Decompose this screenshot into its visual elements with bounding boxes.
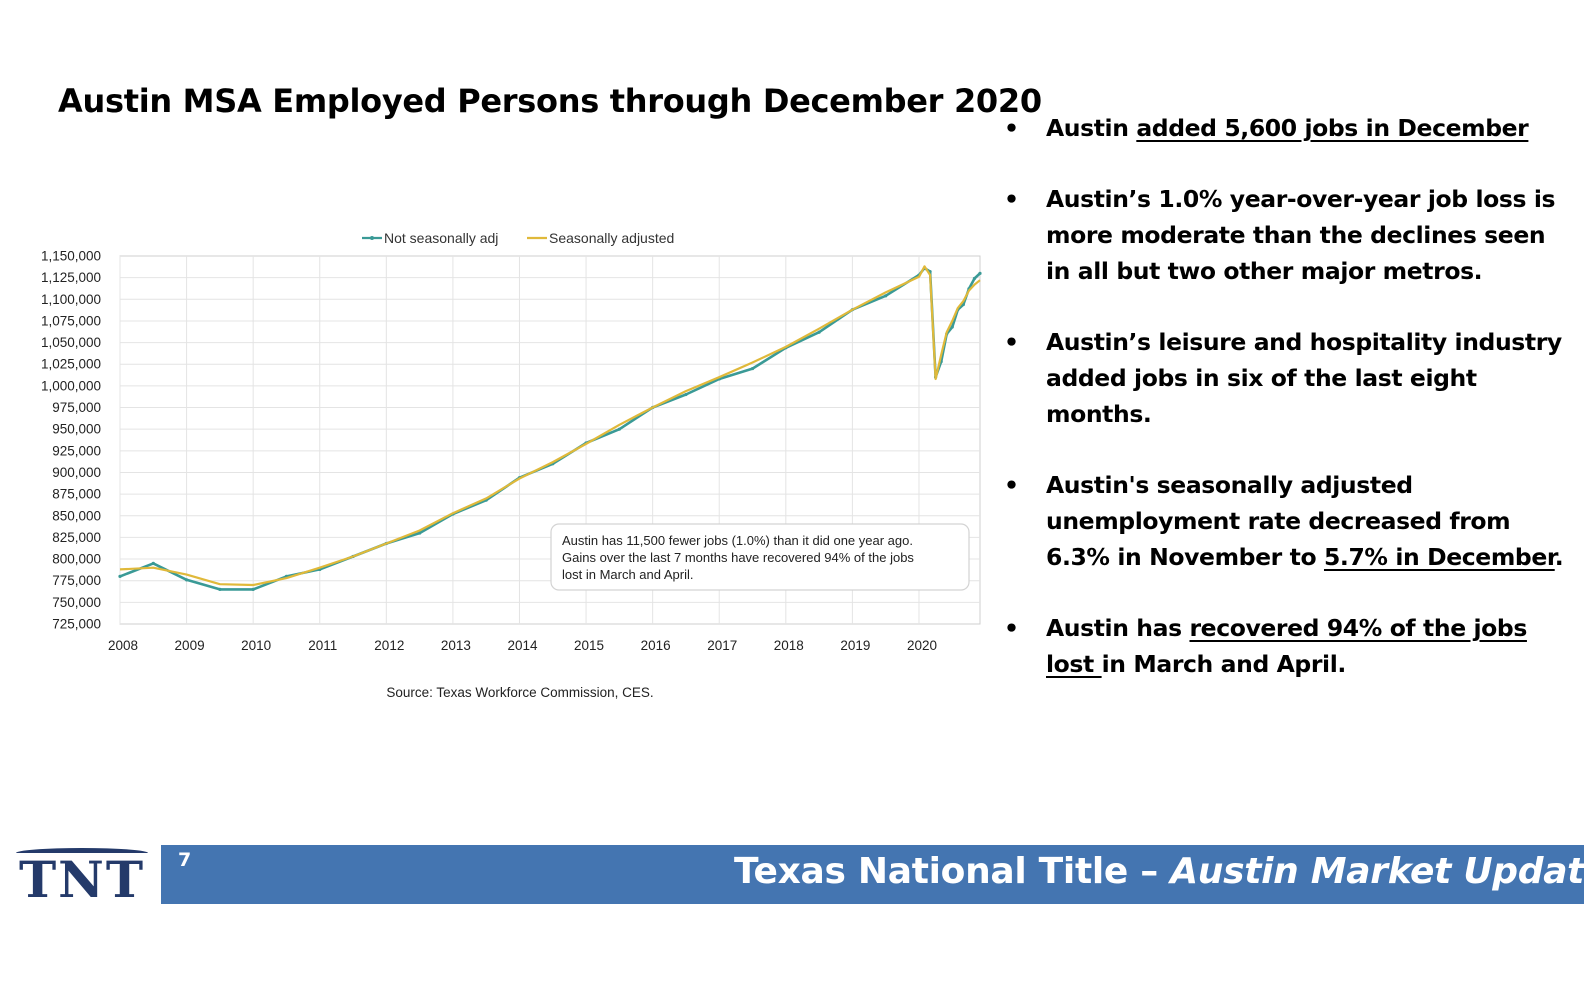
slide-title: Austin MSA Employed Persons through Dece… <box>58 82 1042 120</box>
x-tick-label: 2011 <box>308 638 337 653</box>
data-point <box>218 587 222 591</box>
bullet-text: Austin's seasonally adjusted unemploymen… <box>1046 471 1511 571</box>
legend-label: Not seasonally adj <box>384 230 498 246</box>
y-tick-label: 750,000 <box>52 595 101 610</box>
chart-gridlines <box>119 255 981 625</box>
data-point <box>972 276 977 281</box>
page-number: 7 <box>178 849 192 871</box>
logo-text: TNT <box>18 850 146 909</box>
x-tick-label: 2008 <box>108 638 138 653</box>
bullet-text: Austin has <box>1046 614 1190 642</box>
y-tick-label: 1,000,000 <box>41 378 101 393</box>
chart-annotation: Austin has 11,500 fewer jobs (1.0%) than… <box>550 523 970 591</box>
data-point <box>118 574 122 578</box>
chart-series <box>118 265 982 591</box>
y-tick-label: 1,125,000 <box>41 270 101 285</box>
bullet-item: Austin’s leisure and hospitality industr… <box>1004 324 1564 432</box>
y-tick-label: 950,000 <box>52 422 101 437</box>
chart-source: Source: Texas Workforce Commission, CES. <box>386 685 653 700</box>
legend-label: Seasonally adjusted <box>549 230 674 246</box>
bullet-text: Austin’s 1.0% year-over-year job loss is… <box>1046 185 1556 285</box>
y-tick-label: 775,000 <box>52 573 101 588</box>
data-point <box>750 366 755 371</box>
y-tick-label: 850,000 <box>52 508 101 523</box>
y-axis-tick-labels: 1,150,000 1,125,000 1,100,000 1,075,000 1,05… <box>41 249 101 632</box>
x-tick-label: 2014 <box>507 638 538 653</box>
data-point <box>184 578 189 582</box>
footer-title-main: Texas National Title – <box>734 851 1171 892</box>
x-tick-label: 2013 <box>441 638 471 653</box>
footer-title: Texas National Title – Austin Market Upd… <box>734 851 1584 892</box>
x-tick-label: 2016 <box>641 638 671 653</box>
annotation-line: Austin has 11,500 fewer jobs (1.0%) than… <box>562 533 913 548</box>
annotation-box <box>550 523 970 591</box>
tnt-logo: TNT <box>14 848 150 908</box>
bullet-list: Austin added 5,600 jobs in DecemberAusti… <box>1004 110 1564 717</box>
bullet-item: Austin's seasonally adjusted unemploymen… <box>1004 467 1564 575</box>
bullet-item: Austin has recovered 94% of the jobs los… <box>1004 610 1564 682</box>
y-tick-label: 925,000 <box>52 443 101 458</box>
annotation-line: Gains over the last 7 months have recove… <box>562 550 914 565</box>
y-tick-label: 1,050,000 <box>41 335 101 350</box>
y-tick-label: 1,100,000 <box>41 292 101 307</box>
y-tick-label: 825,000 <box>52 530 101 545</box>
y-tick-label: 800,000 <box>52 552 101 567</box>
y-tick-label: 875,000 <box>52 487 101 502</box>
x-tick-label: 2010 <box>241 638 271 653</box>
x-tick-label: 2018 <box>774 638 804 653</box>
bullet-item: Austin added 5,600 jobs in December <box>1004 110 1564 146</box>
series-line-seasonally-adjusted <box>119 265 981 587</box>
data-point <box>251 587 255 591</box>
bullet-text: . <box>1554 543 1564 571</box>
y-tick-label: 975,000 <box>52 400 101 415</box>
x-tick-label: 2015 <box>574 638 604 653</box>
y-tick-label: 1,025,000 <box>41 357 101 372</box>
bullet-text: in March and April. <box>1101 650 1347 678</box>
logo-arc <box>16 848 148 853</box>
data-point <box>884 294 888 298</box>
chart-legend: Not seasonally adj Seasonally adjusted <box>362 230 674 246</box>
data-point <box>418 531 422 535</box>
data-point <box>684 392 688 397</box>
bullet-text: Austin’s leisure and hospitality industr… <box>1046 328 1562 428</box>
footer-bar: 7 Texas National Title – Austin Market U… <box>161 845 1584 904</box>
y-tick-label: 900,000 <box>52 465 101 480</box>
x-tick-label: 2017 <box>707 638 737 653</box>
footer-title-italic: Austin Market Update <box>1170 851 1584 892</box>
bullet-text: added 5,600 jobs in December <box>1136 114 1529 142</box>
x-tick-label: 2020 <box>907 638 937 653</box>
y-tick-label: 725,000 <box>52 617 101 632</box>
employment-chart: 1,150,000 1,125,000 1,100,000 1,075,000 1,05… <box>41 230 982 700</box>
y-tick-label: 1,075,000 <box>41 313 101 328</box>
data-point <box>617 427 621 431</box>
data-point <box>817 330 821 334</box>
y-tick-label: 1,150,000 <box>41 249 101 264</box>
annotation-line: lost in March and April. <box>562 567 694 582</box>
bullet-text: Austin <box>1046 114 1137 142</box>
x-tick-label: 2019 <box>840 638 870 653</box>
x-tick-label: 2009 <box>175 638 205 653</box>
x-axis-tick-labels: 2008 2009 2010 2011 2012 2013 2014 2015 2016 2017… <box>108 638 937 653</box>
bullet-text: recovered 94% of the jobs lost <box>1046 614 1527 678</box>
x-tick-label: 2012 <box>374 638 404 653</box>
bullet-text: 5.7% in December <box>1323 543 1555 571</box>
bullet-item: Austin’s 1.0% year-over-year job loss is… <box>1004 181 1564 289</box>
data-point <box>151 561 155 565</box>
data-point <box>978 271 982 275</box>
data-point <box>950 325 954 329</box>
legend-marker <box>370 236 374 240</box>
